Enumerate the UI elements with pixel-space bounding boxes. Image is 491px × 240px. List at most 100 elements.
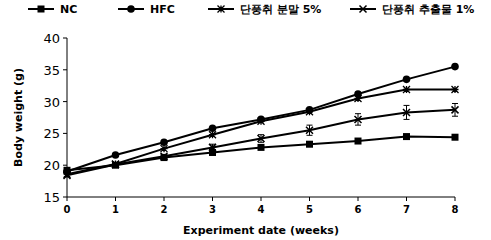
x-tick <box>67 197 68 201</box>
y-tick <box>63 133 67 134</box>
marker-shape <box>161 145 168 152</box>
data-point <box>355 138 362 145</box>
marker-shape <box>160 139 168 147</box>
data-point <box>209 131 216 138</box>
marker-shape <box>355 116 362 123</box>
marker-shape <box>403 133 410 140</box>
marker-shape <box>258 118 265 125</box>
x-tick-label: 0 <box>64 204 71 215</box>
x-tick-label: 4 <box>258 204 265 215</box>
series-line <box>67 90 455 175</box>
data-point <box>64 171 71 178</box>
data-point <box>112 151 120 159</box>
data-point <box>112 161 119 168</box>
legend: NC HFC 단풍취 분말 5% 단풍취 추출물 1% <box>28 3 474 16</box>
error-bar <box>307 125 313 135</box>
data-point <box>403 76 411 84</box>
plot-area <box>63 63 459 179</box>
data-point <box>161 153 168 160</box>
data-point <box>306 141 313 148</box>
marker-shape <box>403 109 410 116</box>
x-tick <box>309 197 310 201</box>
marker-shape <box>452 106 459 113</box>
marker-shape <box>64 171 71 178</box>
marker-shape <box>403 86 410 93</box>
x-tick-label: 2 <box>161 204 168 215</box>
marker-shape <box>452 86 459 93</box>
legend-label: HFC <box>150 3 175 16</box>
marker-shape <box>355 95 362 102</box>
legend-label: 단풍취 추출물 1% <box>382 3 474 16</box>
marker-shape <box>306 127 313 134</box>
x-tick <box>455 197 456 201</box>
data-point <box>209 144 216 151</box>
legend-label: NC <box>60 3 77 16</box>
marker-shape <box>161 153 168 160</box>
marker-shape <box>218 6 225 13</box>
data-point <box>258 118 265 125</box>
y-tick-label: 40 <box>43 31 60 46</box>
marker-shape <box>258 135 265 142</box>
y-tick-label: 30 <box>43 95 60 110</box>
legend-marker <box>360 6 367 13</box>
data-point <box>258 135 265 142</box>
marker-shape <box>451 63 459 71</box>
chart: 152025303540012345678Experiment date (we… <box>0 0 491 240</box>
y-tick <box>63 101 67 102</box>
data-point <box>403 109 410 116</box>
x-tick-label: 3 <box>209 204 216 215</box>
x-tick-label: 5 <box>306 204 313 215</box>
marker-shape <box>127 5 135 13</box>
x-tick <box>406 197 407 201</box>
marker-shape <box>306 108 313 115</box>
data-point <box>64 172 71 179</box>
series-line <box>67 67 455 172</box>
data-point <box>161 145 168 152</box>
x-tick <box>115 197 116 201</box>
marker-shape <box>403 76 411 84</box>
x-axis-label: Experiment date (weeks) <box>183 224 339 237</box>
y-tick-label: 35 <box>43 63 60 78</box>
marker-shape <box>258 144 265 151</box>
legend-marker <box>218 6 225 13</box>
x-tick <box>164 197 165 201</box>
y-tick <box>63 197 67 198</box>
series-line <box>67 110 455 176</box>
data-point <box>355 116 362 123</box>
x-tick <box>261 197 262 201</box>
marker-shape <box>360 6 367 13</box>
y-tick <box>63 165 67 166</box>
marker-shape <box>209 125 217 133</box>
y-tick-label: 20 <box>43 158 60 173</box>
y-tick-label: 15 <box>43 190 60 205</box>
y-tick <box>63 69 67 70</box>
error-bar <box>452 104 458 117</box>
legend-marker <box>38 6 45 13</box>
marker-shape <box>112 151 120 159</box>
data-point <box>160 139 168 147</box>
data-point <box>306 127 313 134</box>
data-point <box>306 108 313 115</box>
x-tick-label: 1 <box>112 204 119 215</box>
data-point <box>258 144 265 151</box>
marker-shape <box>64 172 71 179</box>
x-tick <box>358 197 359 201</box>
marker-shape <box>452 134 459 141</box>
x-tick <box>212 197 213 201</box>
data-point <box>452 134 459 141</box>
legend-marker <box>127 5 135 13</box>
data-point <box>452 86 459 93</box>
x-tick-label: 7 <box>403 204 410 215</box>
data-point <box>355 95 362 102</box>
marker-shape <box>112 161 119 168</box>
marker-shape <box>209 144 216 151</box>
error-bar <box>355 114 361 125</box>
marker-shape <box>38 6 45 13</box>
data-point <box>452 106 459 113</box>
y-tick-label: 25 <box>43 126 60 141</box>
legend-label: 단풍취 분말 5% <box>240 3 321 16</box>
marker-shape <box>355 138 362 145</box>
data-point <box>403 133 410 140</box>
error-bar <box>404 105 410 119</box>
error-bar <box>210 144 216 150</box>
